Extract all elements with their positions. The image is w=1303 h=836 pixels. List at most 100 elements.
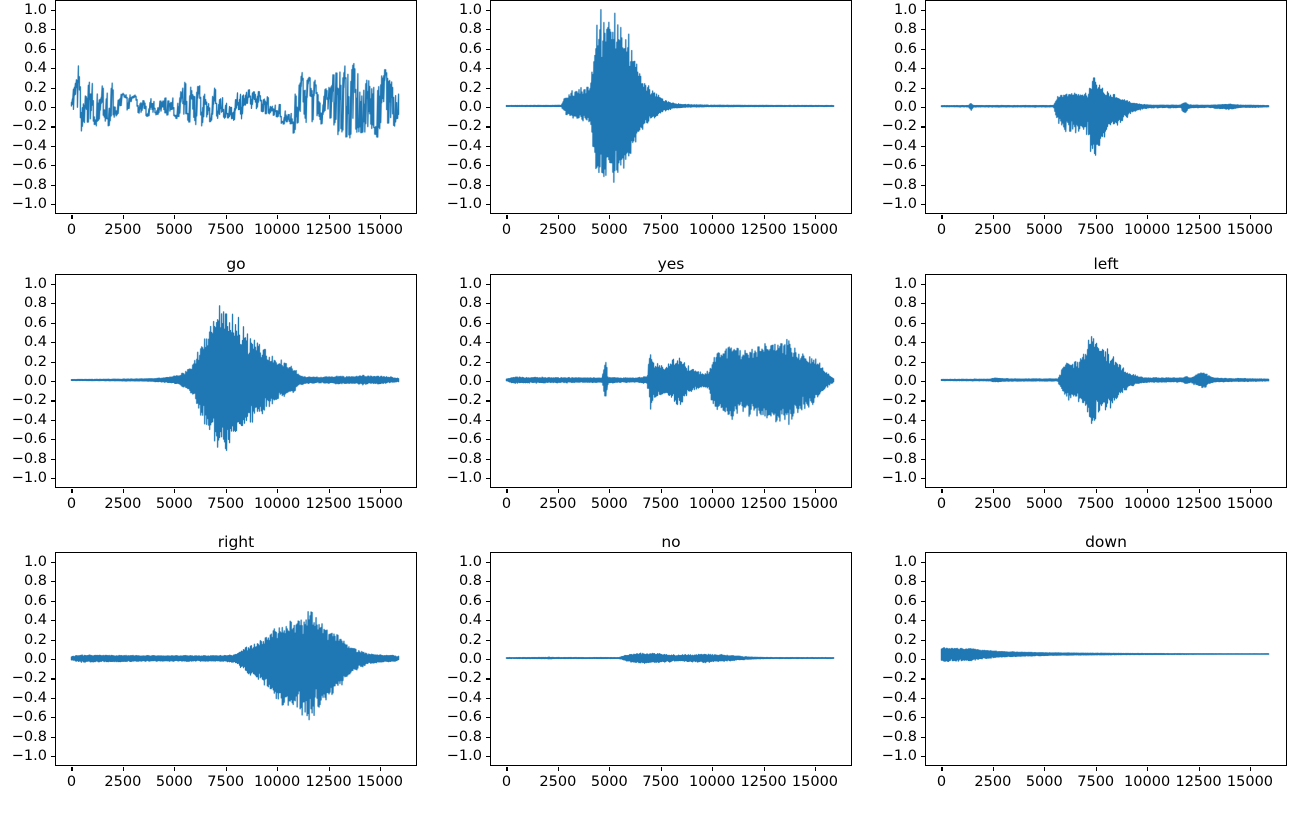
xtick-label: 7500 — [207, 774, 245, 790]
xtick-mark — [992, 215, 994, 219]
ytick-label: −0.6 — [881, 431, 917, 448]
ytick-label: 0.8 — [893, 573, 917, 590]
ytick-mark — [51, 561, 55, 563]
xtick-mark — [328, 767, 330, 771]
xtick-mark — [1249, 767, 1252, 771]
xtick-label: 12500 — [740, 774, 787, 790]
ytick-label: 0.4 — [893, 60, 917, 77]
ytick-label: 1.0 — [23, 553, 47, 570]
xtick-label: 7500 — [1077, 222, 1115, 238]
xtick-label: 5000 — [590, 774, 628, 790]
ytick-mark — [51, 639, 55, 641]
ytick-label: 0.0 — [893, 651, 917, 667]
ytick-mark — [486, 439, 490, 441]
ytick-label: 0.4 — [893, 612, 917, 629]
ytick-mark — [51, 381, 55, 383]
ytick-label: 1.0 — [23, 275, 47, 292]
subplot-title: right — [217, 533, 255, 551]
xtick-label: 0 — [936, 222, 947, 238]
ytick-label: 0.0 — [458, 99, 482, 115]
subplot-4-yes: yes −1.0 −0.8 −0.6 −0.4 −0.2 0.0 0.2 0.4 0.6 0.8 1.… — [435, 256, 854, 543]
xtick-label: 2500 — [539, 222, 577, 238]
xtick-mark — [814, 489, 817, 493]
ytick-mark — [486, 29, 490, 31]
waveform-plot — [491, 275, 851, 487]
subplot-title: yes — [657, 255, 685, 273]
ytick-label: 1.0 — [893, 275, 917, 292]
ytick-mark — [51, 736, 55, 738]
ytick-mark — [51, 303, 55, 305]
ytick-mark — [486, 381, 490, 383]
xtick-mark — [71, 767, 73, 771]
ytick-mark — [921, 478, 925, 480]
ytick-mark — [51, 126, 55, 128]
ytick-mark — [486, 145, 490, 147]
xtick-mark — [660, 767, 662, 771]
xtick-mark — [1044, 215, 1046, 219]
ytick-mark — [921, 600, 925, 602]
ytick-mark — [51, 697, 55, 699]
ytick-label: −0.6 — [881, 157, 917, 174]
xtick-mark — [225, 489, 227, 493]
ytick-label: 0.4 — [23, 334, 47, 351]
xtick-label: 15000 — [1226, 222, 1274, 238]
subplot-3-go: go −1.0 −0.8 −0.6 −0.4 −0.2 0.0 0.2 0.4 0.6 0.8 1.0… — [0, 256, 419, 543]
subplot-title: no — [661, 533, 681, 551]
ytick-label: 1.0 — [893, 1, 917, 18]
ytick-mark — [921, 717, 925, 719]
xtick-label: 12500 — [1175, 774, 1222, 790]
ytick-label: −1.0 — [11, 470, 47, 487]
ytick-label: −1.0 — [11, 196, 47, 213]
ytick-mark — [51, 717, 55, 719]
xtick-label: 10000 — [689, 774, 736, 790]
ytick-mark — [921, 184, 925, 186]
waveform-plot — [491, 1, 851, 213]
ytick-label: −0.8 — [446, 176, 482, 193]
xtick-mark — [763, 767, 765, 771]
xtick-mark — [660, 489, 662, 493]
ytick-mark — [486, 126, 490, 128]
ytick-mark — [921, 9, 925, 11]
ytick-label: −0.2 — [11, 118, 47, 135]
xtick-mark — [814, 215, 817, 219]
xtick-mark — [660, 215, 662, 219]
ytick-mark — [921, 581, 925, 583]
ytick-mark — [486, 361, 490, 363]
ytick-label: −1.0 — [881, 470, 917, 487]
ytick-mark — [486, 717, 490, 719]
xtick-mark — [763, 215, 765, 219]
ytick-label: 0.2 — [458, 79, 482, 96]
ytick-mark — [51, 361, 55, 363]
ytick-mark — [921, 697, 925, 699]
ytick-label: 0.0 — [458, 373, 482, 389]
xtick-label: 2500 — [104, 774, 142, 790]
ytick-label: 1.0 — [893, 553, 917, 570]
ytick-label: 0.2 — [893, 353, 917, 370]
ytick-mark — [51, 145, 55, 147]
xtick-mark — [71, 489, 73, 493]
ytick-label: 0.8 — [458, 573, 482, 590]
ytick-mark — [486, 756, 490, 758]
ytick-label: −0.6 — [446, 157, 482, 174]
ytick-label: 0.2 — [458, 353, 482, 370]
ytick-mark — [486, 87, 490, 89]
ytick-label: 0.0 — [23, 651, 47, 667]
xtick-label: 0 — [501, 496, 512, 512]
ytick-mark — [51, 48, 55, 50]
xtick-mark — [557, 767, 559, 771]
ytick-label: 0.6 — [893, 40, 917, 57]
waveform-plot — [56, 553, 416, 765]
ytick-label: 0.2 — [893, 79, 917, 96]
xtick-label: 2500 — [104, 222, 142, 238]
ytick-mark — [486, 184, 490, 186]
xtick-label: 10000 — [254, 222, 301, 238]
ytick-label: −0.2 — [11, 670, 47, 687]
xtick-mark — [763, 489, 765, 493]
ytick-mark — [486, 600, 490, 602]
xtick-label: 2500 — [539, 774, 577, 790]
xtick-label: 7500 — [642, 496, 680, 512]
xtick-mark — [1147, 489, 1149, 493]
xtick-label: 2500 — [104, 496, 142, 512]
xtick-label: 12500 — [1175, 496, 1222, 512]
ytick-label: 0.4 — [458, 612, 482, 629]
